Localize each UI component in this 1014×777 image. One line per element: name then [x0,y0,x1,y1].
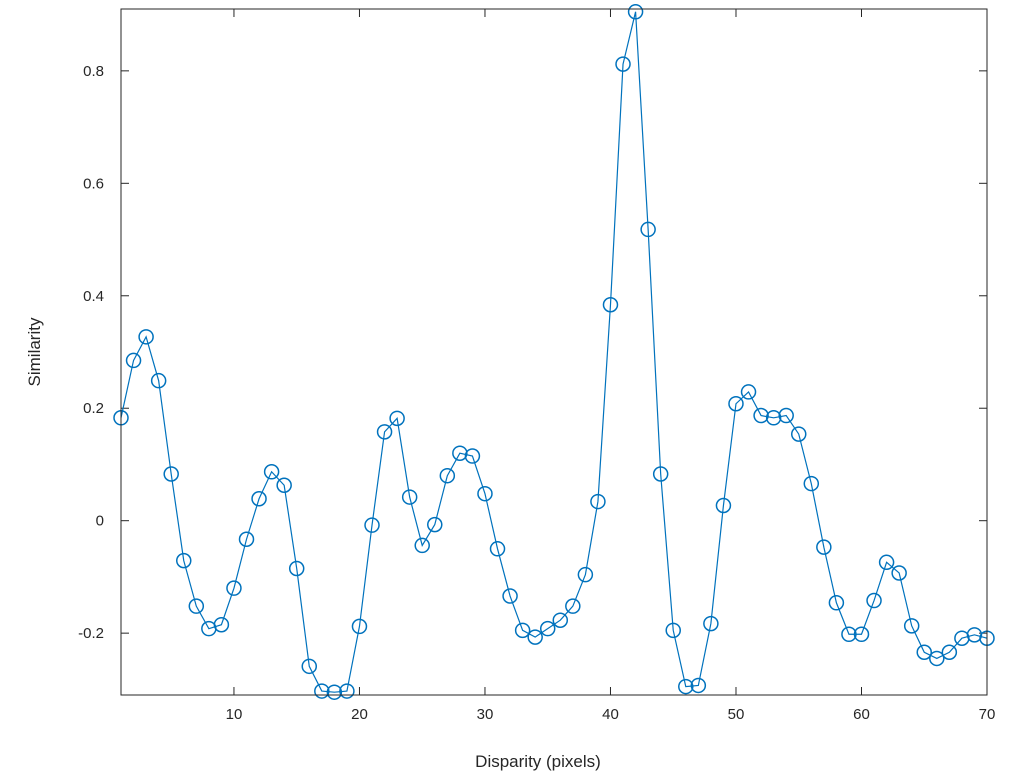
data-point [765,410,782,426]
data-point [929,650,945,667]
y-tick-label: 0.8 [83,63,104,80]
y-tick-label: 0.6 [83,175,104,192]
data-point [514,622,531,639]
data-point [690,677,707,694]
plot-area [121,9,987,695]
data-point [288,560,305,577]
data-point [401,489,418,505]
data-point [728,395,744,412]
data-point [477,485,493,502]
data-point [138,329,154,345]
data-point [778,407,794,424]
data-point [389,410,405,427]
x-tick-label: 30 [477,706,494,723]
data-point [615,56,631,72]
data-point [828,595,845,611]
data-point [251,491,267,507]
data-point [314,683,330,699]
x-axis-label: Disparity (pixels) [475,752,601,771]
data-point [577,566,594,583]
data-point [740,384,757,400]
data-point [427,516,443,533]
data-point [665,622,681,639]
y-tick-label: 0 [96,513,104,530]
plot-frame [120,8,988,696]
data-point [903,618,920,634]
data-point [226,580,242,596]
data-point [753,407,769,424]
data-point [703,615,719,632]
data-point [351,618,368,635]
x-tick-label: 20 [351,706,368,723]
data-point [527,629,543,645]
data-point [464,448,481,464]
data-point [941,644,958,661]
data-point [552,612,569,628]
x-tick-label: 40 [602,706,619,723]
data-point [866,592,882,609]
data-point [816,539,832,555]
data-point [790,426,807,442]
data-point [715,497,732,514]
data-point [163,466,179,482]
data-point [539,620,556,637]
data-point [326,684,343,700]
data-point [602,297,619,313]
data-point [916,644,932,661]
data-point [652,466,669,482]
y-tick-label: -0.2 [78,625,104,642]
data-point [502,588,518,604]
x-tick-label: 70 [979,706,996,723]
data-point [339,683,355,699]
data-point [150,372,167,389]
y-tick-label: 0.2 [83,400,104,417]
data-point [841,626,857,643]
data-point [276,477,292,494]
data-point [803,475,820,492]
data-point [678,678,694,695]
data-point [414,537,430,554]
data-point [439,467,456,484]
data-point [853,626,870,643]
data-point [176,552,192,569]
data-point [125,352,142,369]
x-tick-label: 60 [853,706,870,723]
data-point [301,658,318,675]
data-point [452,445,468,461]
data-point [376,424,393,440]
data-series [113,4,995,700]
data-point [891,565,907,581]
data-point [238,531,255,547]
data-point [565,598,581,614]
data-point [263,464,280,480]
data-point [627,4,644,20]
data-point [188,598,205,614]
y-tick-label: 0.4 [83,288,104,305]
data-point [213,616,230,633]
x-tick-label: 50 [728,706,745,723]
data-point [878,554,895,571]
data-point [590,493,606,510]
data-point [640,221,656,238]
data-point [489,541,506,557]
x-tick-label: 10 [226,706,243,723]
y-axis-label: Similarity [25,317,44,386]
data-point [364,517,380,533]
